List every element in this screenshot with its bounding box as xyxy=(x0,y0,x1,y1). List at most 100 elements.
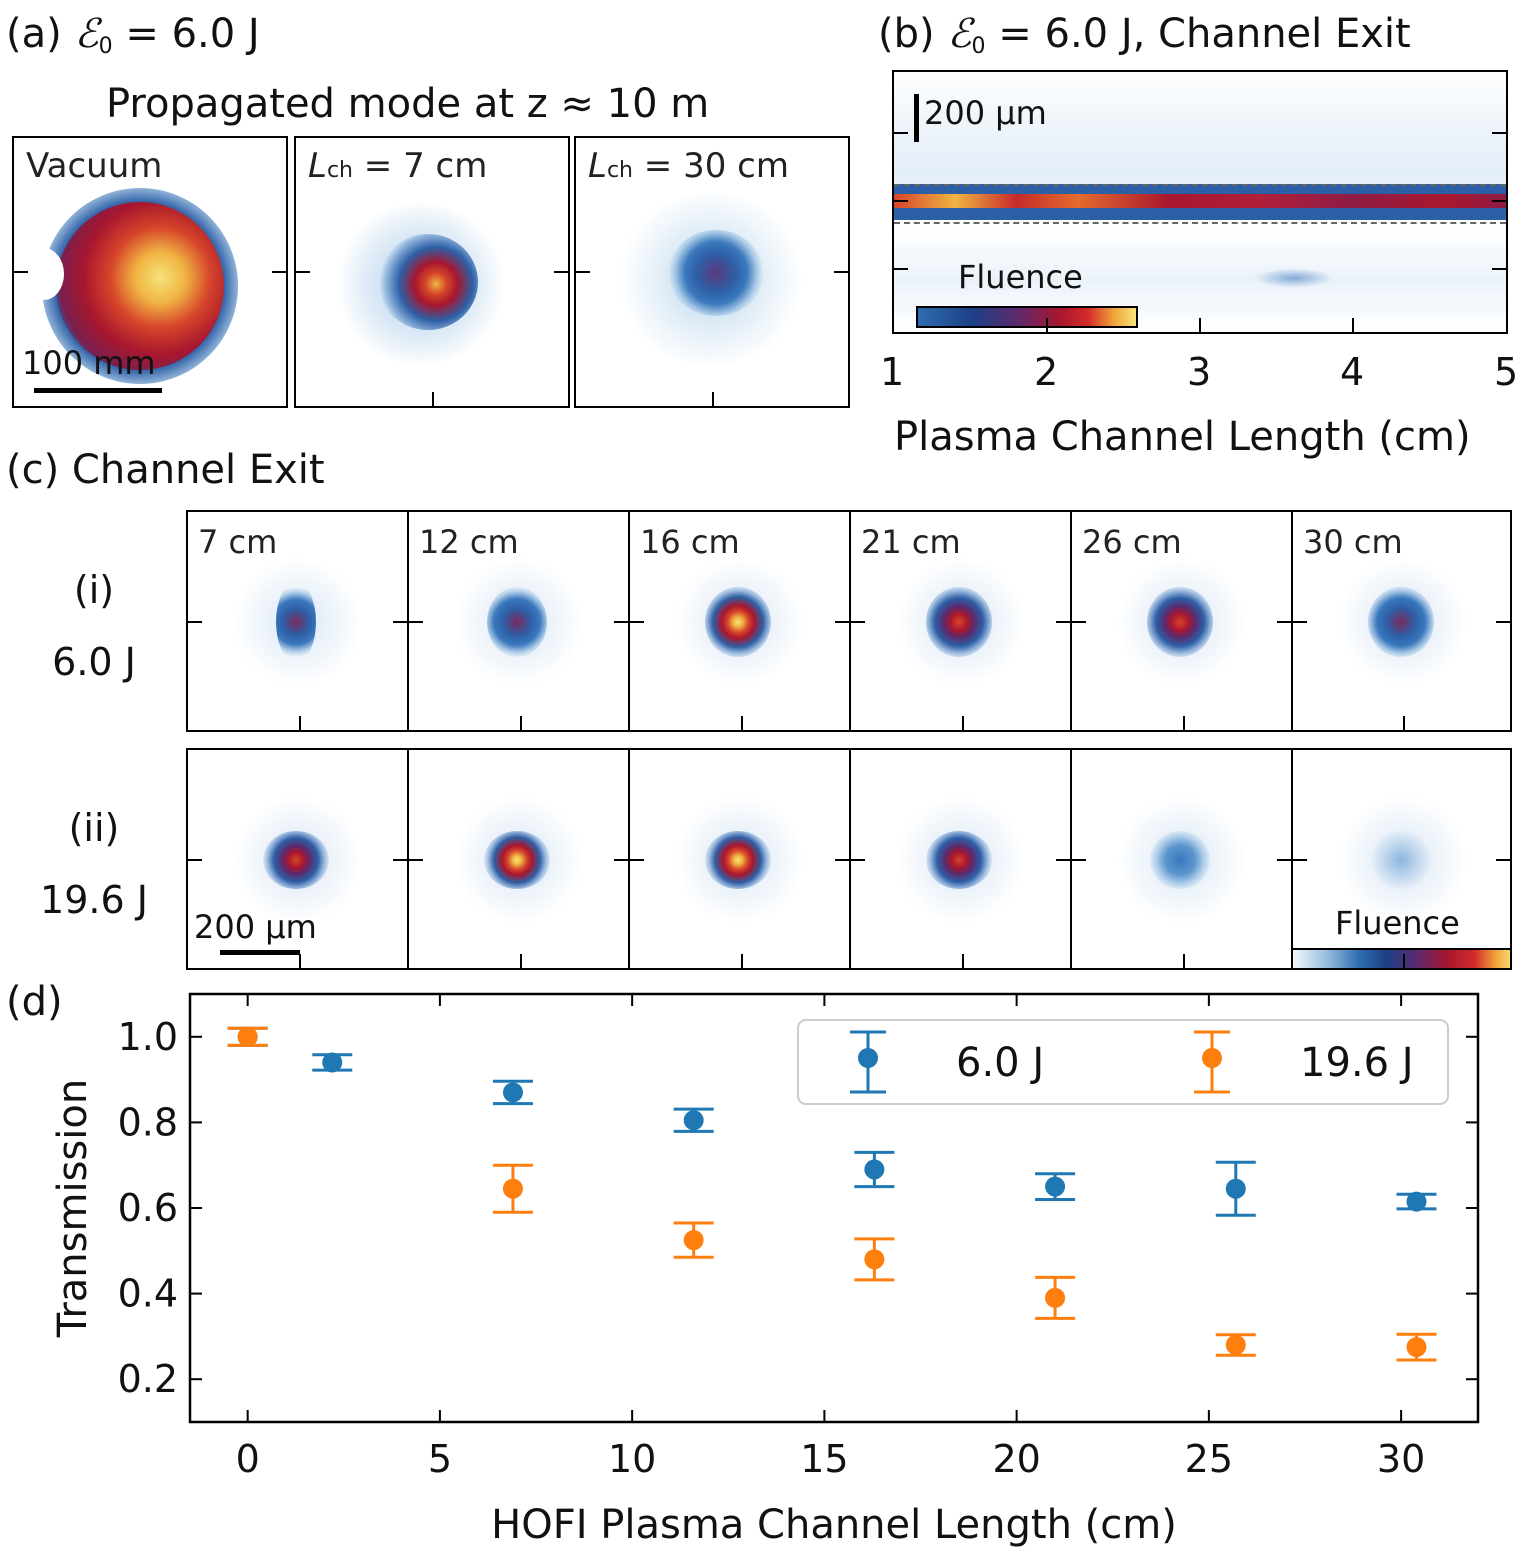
row-ii-label: (ii) xyxy=(68,806,120,850)
beam-spot xyxy=(276,582,316,662)
tick xyxy=(1403,716,1405,730)
tick xyxy=(834,271,848,273)
tick xyxy=(1492,132,1506,134)
panel-b-xtick-3: 3 xyxy=(1187,350,1212,394)
frame-i-30cm: 30 cm xyxy=(1291,510,1512,732)
frame-ii-26cm xyxy=(1070,748,1293,970)
tick xyxy=(851,859,865,861)
panel-c-grid: 7 cm 12 cm 16 cm 21 cm 26 cm 30 cm 200 µ… xyxy=(186,510,1512,970)
col-label-12cm: 12 cm xyxy=(419,523,519,561)
frame-ii-21cm xyxy=(849,748,1072,970)
legend-label: 19.6 J xyxy=(1300,1040,1414,1086)
tick xyxy=(1277,621,1291,623)
tick xyxy=(1403,954,1405,968)
frame-label-30cm: Lch = 30 cm xyxy=(588,146,789,186)
data-point xyxy=(502,1178,523,1199)
col-label-16cm: 16 cm xyxy=(640,523,740,561)
tick xyxy=(741,716,743,730)
legend-marker xyxy=(858,1048,878,1068)
beam-spot xyxy=(705,587,771,657)
panel-c-title: (c) Channel Exit xyxy=(6,447,325,493)
tick xyxy=(1183,716,1185,730)
tick xyxy=(296,271,310,273)
beam-spot xyxy=(263,831,329,889)
panel-d-title: (d) xyxy=(6,979,63,1025)
tick xyxy=(1056,621,1070,623)
beam-spot xyxy=(1368,587,1434,657)
legend-marker xyxy=(1202,1048,1222,1068)
tick xyxy=(1492,200,1506,202)
tick xyxy=(1072,621,1086,623)
row-i-energy: 6.0 J xyxy=(52,640,136,684)
tick xyxy=(1046,318,1048,332)
tick xyxy=(894,132,908,134)
frame-ii-12cm xyxy=(407,748,630,970)
x-tick-label: 20 xyxy=(992,1437,1040,1481)
panel-b-xtick-4: 4 xyxy=(1340,350,1365,394)
tick xyxy=(1293,621,1307,623)
y-axis-label: Transmission xyxy=(50,1079,96,1338)
col-label-7cm: 7 cm xyxy=(198,523,278,561)
tick xyxy=(741,954,743,968)
panel-b-xtick-2: 2 xyxy=(1034,350,1059,394)
beam-spot xyxy=(1150,831,1210,889)
y-tick-label: 1.0 xyxy=(118,1015,178,1059)
panel-a-scalebar xyxy=(34,388,162,393)
frame-ii-7cm: 200 µm xyxy=(186,748,409,970)
row-ii-energy: 19.6 J xyxy=(40,878,148,922)
tick xyxy=(1496,859,1510,861)
panel-b-colorbar xyxy=(916,306,1138,328)
x-tick-label: 25 xyxy=(1185,1437,1233,1481)
data-point xyxy=(1045,1176,1066,1197)
tick xyxy=(1352,318,1354,332)
panel-a-scalebar-label: 100 mm xyxy=(22,344,156,382)
tick xyxy=(14,271,28,273)
panel-b-xtick-1: 1 xyxy=(880,350,905,394)
tick xyxy=(894,200,908,202)
panel-b-xlabel: Plasma Channel Length (cm) xyxy=(894,414,1471,460)
panel-c-scalebar xyxy=(220,950,300,955)
frame-ii-16cm xyxy=(628,748,851,970)
tick xyxy=(835,859,849,861)
data-point xyxy=(1406,1191,1427,1212)
tick xyxy=(614,621,628,623)
data-point xyxy=(864,1249,885,1270)
panel-b-faint-streak xyxy=(1254,268,1334,288)
tick xyxy=(576,271,590,273)
data-point xyxy=(237,1026,258,1047)
panel-b-xtick-5: 5 xyxy=(1494,350,1519,394)
y-tick-label: 0.8 xyxy=(118,1100,178,1144)
transmission-chart: 0 5 10 15 20 25 300.20.40.60.81.0 6.0 J 19.6 J … xyxy=(50,992,1480,1548)
x-tick-label: 10 xyxy=(608,1437,656,1481)
tick xyxy=(962,716,964,730)
tick xyxy=(835,621,849,623)
frame-i-12cm: 12 cm xyxy=(407,510,630,732)
tick xyxy=(851,621,865,623)
data-point xyxy=(683,1110,704,1131)
tick xyxy=(962,954,964,968)
x-tick-label: 15 xyxy=(800,1437,848,1481)
panel-b-dashed-lower xyxy=(894,222,1506,224)
beam-spot xyxy=(705,831,771,889)
frame-i-26cm: 26 cm xyxy=(1070,510,1293,732)
tick xyxy=(712,392,714,406)
beam-spot xyxy=(487,587,547,657)
legend-label: 6.0 J xyxy=(956,1040,1044,1086)
panel-b-beam-core xyxy=(894,194,1506,208)
panel-b-scalebar xyxy=(914,94,919,142)
x-axis-label: HOFI Plasma Channel Length (cm) xyxy=(491,1502,1177,1548)
tick xyxy=(520,716,522,730)
col-label-21cm: 21 cm xyxy=(861,523,961,561)
beam-spot xyxy=(926,831,992,889)
panel-a-subtitle: Propagated mode at z ≈ 10 m xyxy=(106,81,710,127)
col-label-30cm: 30 cm xyxy=(1303,523,1403,561)
x-tick-label: 0 xyxy=(236,1437,260,1481)
tick xyxy=(1056,859,1070,861)
tick xyxy=(188,621,202,623)
data-point xyxy=(1225,1178,1246,1199)
tick xyxy=(614,859,628,861)
x-tick-label: 30 xyxy=(1377,1437,1425,1481)
tick xyxy=(630,859,644,861)
frame-label-7cm: Lch = 7 cm xyxy=(308,146,488,186)
tick xyxy=(1072,859,1086,861)
